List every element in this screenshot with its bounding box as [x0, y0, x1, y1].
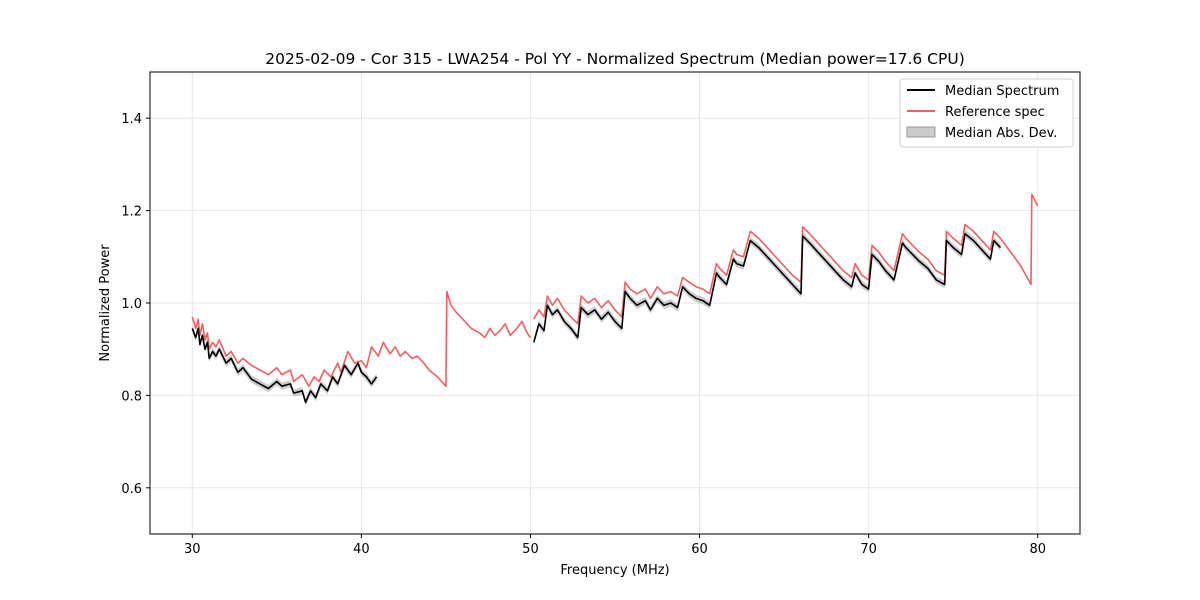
median-spectrum-line	[533, 232, 1002, 343]
x-axis-label: Frequency (MHz)	[560, 563, 669, 578]
x-tick-label: 40	[353, 542, 370, 557]
y-axis-label: Normalized Power	[98, 244, 113, 362]
y-tick-label: 1.4	[121, 112, 142, 127]
x-tick-label: 50	[522, 542, 539, 557]
x-tick-label: 70	[860, 542, 877, 557]
x-tick-label: 80	[1029, 542, 1046, 557]
x-tick-label: 30	[184, 542, 201, 557]
y-tick-label: 1.2	[121, 205, 142, 220]
y-tick-label: 0.6	[121, 482, 142, 497]
reference-spectrum-line	[533, 193, 1039, 325]
reference-spectrum-line	[191, 290, 532, 387]
legend: Median Spectrum Reference spec Median Ab…	[899, 78, 1074, 148]
data-layer	[191, 193, 1039, 406]
mad-band	[192, 324, 377, 406]
legend-mad-label: Median Abs. Dev.	[945, 126, 1057, 141]
legend-box	[899, 78, 1074, 148]
legend-mad-patch	[906, 126, 936, 138]
legend-median-label: Median Spectrum	[945, 84, 1059, 99]
chart-title: 2025-02-09 - Cor 315 - LWA254 - Pol YY -…	[265, 50, 965, 68]
y-tick-label: 1.0	[121, 297, 142, 312]
x-tick-label: 60	[691, 542, 708, 557]
median-spectrum-line	[191, 327, 378, 404]
legend-reference-label: Reference spec	[945, 105, 1045, 120]
mad-band	[533, 230, 1001, 346]
y-tick-label: 0.8	[121, 389, 142, 404]
axis-ticks: 30 40 50 60 70 80 0.6 0.8 1.0 1.2 1.4	[121, 112, 1046, 557]
